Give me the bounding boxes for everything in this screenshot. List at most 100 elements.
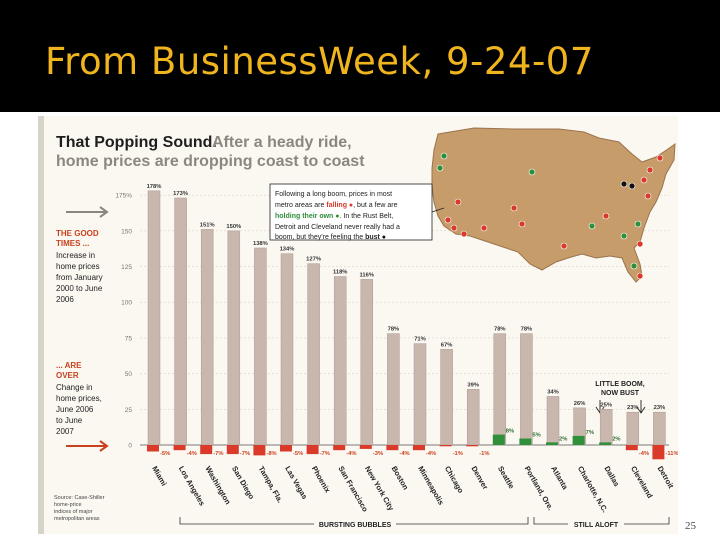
us-map-shape xyxy=(431,127,676,283)
bar-value-label: 78% xyxy=(388,327,400,333)
map-marker-falling xyxy=(640,176,648,184)
change-value-label: -4% xyxy=(639,451,649,457)
map-marker-falling xyxy=(644,192,652,200)
callout-line: Following a long boom, prices in most xyxy=(275,191,392,198)
map-marker-holding xyxy=(634,220,642,228)
bar-change xyxy=(306,445,319,455)
annotation-text: 2006 xyxy=(56,295,74,304)
callout-holding: holding their own xyxy=(275,213,333,220)
bar-value-label: 39% xyxy=(467,382,479,388)
callout-text: boom, but they're feeling the xyxy=(275,234,365,241)
bar-increase xyxy=(520,333,533,446)
bar-value-label: 127% xyxy=(306,257,321,263)
category-label: Seattle xyxy=(496,465,516,491)
bar-change xyxy=(226,445,239,455)
annotation-text: Increase in xyxy=(56,251,95,260)
y-tick-label: 175% xyxy=(115,193,132,200)
little-boom-text: LITTLE BOOM, xyxy=(595,381,644,388)
bar-change xyxy=(599,442,612,445)
category-label: Denver xyxy=(469,465,490,492)
annotation-heading: THE GOOD xyxy=(56,229,99,238)
bar-change xyxy=(386,445,399,451)
group-label-bursting: BURSTING BUBBLES xyxy=(319,522,392,529)
y-tick-label: 0 xyxy=(128,443,132,450)
bar-change xyxy=(466,445,479,447)
bar-value-label: 173% xyxy=(173,191,188,197)
bar-increase xyxy=(254,247,267,446)
bar-value-label: 134% xyxy=(280,247,295,253)
bar-increase xyxy=(280,253,294,446)
y-tick-label: 50 xyxy=(125,371,133,378)
change-value-label: -4% xyxy=(346,451,356,457)
map-marker-falling xyxy=(518,220,526,228)
y-axis-ticks: 0 25 50 75 100 125 150 175% xyxy=(115,193,132,450)
bar-value-label: 78% xyxy=(494,327,506,333)
y-tick-label: 125 xyxy=(121,264,132,271)
group-label-still-aloft: STILL ALOFT xyxy=(574,522,619,529)
bar-value-label: 71% xyxy=(414,337,426,343)
arrow-right-icon xyxy=(66,440,109,452)
bar-value-label: 26% xyxy=(574,401,586,407)
annotation-text: from January xyxy=(56,273,103,282)
bar-change xyxy=(253,445,266,456)
us-map xyxy=(431,127,676,283)
annotation-text: June 2006 xyxy=(56,405,94,414)
category-label: Dallas xyxy=(602,465,621,489)
annotation-heading: OVER xyxy=(56,371,79,380)
change-value-label: -5% xyxy=(293,451,303,457)
bar-increase xyxy=(307,263,320,446)
callout-line: holding their own ●. In the Rust Belt, xyxy=(275,213,393,220)
annotation-text: Change in xyxy=(56,383,92,392)
change-value-label: -1% xyxy=(479,451,489,457)
chart-figure: 0 25 50 75 100 125 150 175% That Popping Sound.… xyxy=(38,116,679,534)
bar-increase xyxy=(653,411,666,446)
map-marker-holding xyxy=(528,168,536,176)
bar-value-label: 67% xyxy=(441,342,453,348)
change-value-label: 8% xyxy=(506,429,514,435)
change-value-label: 5% xyxy=(532,433,540,439)
bar-change xyxy=(546,442,558,445)
change-value-label: -4% xyxy=(426,451,436,457)
annotation-heading: TIMES ... xyxy=(56,239,89,248)
category-label: Tampa, Fla. xyxy=(257,465,285,505)
category-label: Las Vegas xyxy=(283,465,309,501)
source-note: Source: Case-Shiller home-price indices … xyxy=(54,495,105,522)
change-value-label: -8% xyxy=(266,451,276,457)
bar-value-label: 23% xyxy=(654,405,666,411)
bar-value-labels: 178% -5% 173% -4% 151% -7% 150% -7% 138% -8% 134% -… xyxy=(147,184,679,457)
bar-change xyxy=(652,445,665,460)
callout-text: metro areas are xyxy=(275,202,326,209)
category-label: Minneapolis xyxy=(416,465,445,507)
change-value-label: -7% xyxy=(240,451,250,457)
bar-change xyxy=(200,445,213,455)
map-marker-bust xyxy=(620,180,628,188)
category-label: Boston xyxy=(390,465,411,492)
change-value-label: -7% xyxy=(320,451,330,457)
category-label: Los Angeles xyxy=(177,465,207,508)
change-value-label: -1% xyxy=(453,451,463,457)
bar-value-label: 25% xyxy=(600,402,612,408)
bar-change xyxy=(147,445,159,452)
bar-value-label: 78% xyxy=(521,327,533,333)
callout-dot-black: ● xyxy=(380,234,386,241)
bar-value-label: 23% xyxy=(627,405,639,411)
callout-falling: falling xyxy=(326,202,347,209)
y-tick-label: 25 xyxy=(125,407,133,414)
bar-increase xyxy=(147,190,161,446)
change-value-label: -7% xyxy=(213,451,223,457)
category-label: Chicago xyxy=(443,465,466,495)
chart-subtitle: After a heady ride, xyxy=(212,134,352,151)
change-value-label: -4% xyxy=(187,451,197,457)
callout-pointer xyxy=(431,207,445,213)
left-annotation-top: THE GOOD TIMES ... Increase in home pric… xyxy=(56,206,109,304)
category-label: Portland, Ore. xyxy=(523,465,556,512)
map-marker-bust xyxy=(628,182,636,190)
callout-bust: bust xyxy=(365,234,380,241)
map-marker-falling xyxy=(460,230,468,238)
bar-increase xyxy=(493,333,507,446)
group-label-bg xyxy=(314,518,396,529)
bar-change xyxy=(519,438,532,445)
bar-increase xyxy=(440,349,453,446)
left-annotation-bottom: ... ARE OVER Change in home prices, June… xyxy=(56,361,109,452)
